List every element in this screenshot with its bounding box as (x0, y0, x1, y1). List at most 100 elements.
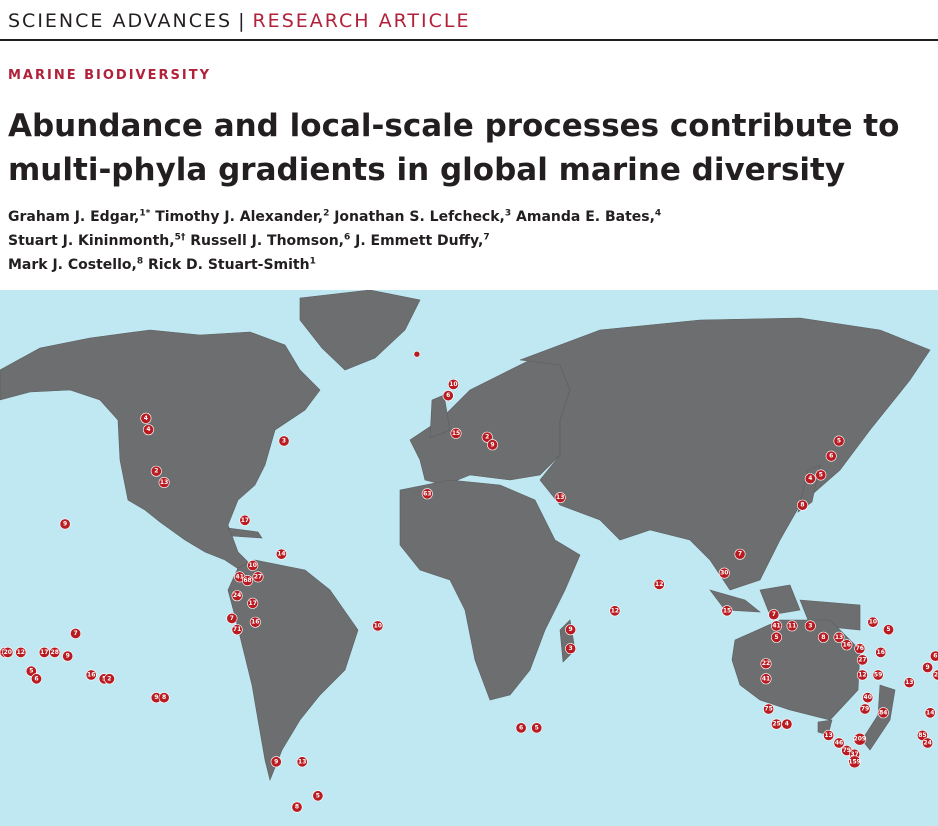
site-marker: 13 (823, 729, 835, 741)
site-marker-dot (770, 620, 782, 632)
africa (399, 479, 581, 701)
site-marker-dot (49, 646, 61, 658)
subject-category: MARINE BIODIVERSITY (8, 68, 211, 83)
site-count-label: 8 (800, 502, 804, 509)
site-count-label: 17 (249, 600, 257, 607)
site-marker-dot (231, 624, 243, 636)
uk (429, 394, 451, 439)
site-marker: 10 (447, 378, 459, 390)
site-marker: 13 (833, 631, 845, 643)
site-marker: 7 (768, 609, 780, 621)
site-count-label: 3 (282, 438, 286, 445)
site-count-label: 27 (254, 573, 262, 580)
site-count-label: 10 (374, 622, 382, 629)
site-marker-dot (862, 692, 874, 704)
site-count-label: 10 (449, 381, 457, 388)
author-name: Russell J. Thomson, (190, 233, 344, 249)
site-marker: 25 (770, 718, 782, 730)
site-count-label: 5 (819, 472, 823, 479)
site-marker-dot (25, 665, 37, 677)
site-marker: 68 (242, 575, 254, 587)
site-marker-dot (854, 643, 866, 655)
site-count-label: 15 (452, 430, 460, 437)
site-count-label: 76 (856, 645, 864, 652)
site-marker-dot (721, 605, 733, 617)
site-count-label: 6 (34, 675, 38, 682)
site-count-label: 2 (107, 675, 111, 682)
site-marker-dot (929, 650, 938, 662)
site-marker: 13 (903, 677, 915, 689)
site-marker: 159 (848, 755, 861, 769)
article-title: Abundance and local-scale processes cont… (8, 108, 900, 188)
site-marker: 9 (486, 439, 498, 451)
site-count-label: 28 (51, 649, 59, 656)
site-marker-dot (70, 627, 82, 639)
site-marker: 5 (833, 435, 845, 447)
site-marker-dot (833, 737, 845, 749)
site-marker-dot (882, 624, 894, 636)
site-count-label: 6 (446, 392, 450, 399)
site-marker: 5 (882, 624, 894, 636)
site-marker-dot (867, 616, 879, 628)
site-marker-dot (242, 575, 254, 587)
site-count-label: 7 (738, 551, 742, 558)
site-marker: 13 (296, 756, 308, 768)
site-count-label: 84 (879, 709, 887, 716)
site-marker-dot (770, 631, 782, 643)
site-marker-dot (30, 673, 42, 685)
site-marker: 63 (421, 488, 433, 500)
site-count-label: 16 (877, 649, 885, 656)
site-marker-dot (804, 620, 816, 632)
author-affiliation: 8 (136, 256, 144, 267)
site-count-label: 13 (835, 634, 843, 641)
site-marker-dot (413, 350, 421, 358)
site-marker-dot (922, 737, 934, 749)
site-marker-dot (653, 578, 665, 590)
world-map-figure: 4 4 2 13 3 10 6 15 2 9 63 13 9 17 14 10 41 68 27 24 17 7 71 16 1… (0, 290, 938, 826)
site-marker: 23 (932, 669, 938, 681)
site-marker: 28 (49, 646, 61, 658)
site-count-label: 17 (241, 517, 249, 524)
site-marker-dot (875, 646, 887, 658)
site-count-label: 9 (154, 694, 158, 701)
north-america (0, 329, 321, 571)
author-name: Mark J. Costello, (8, 257, 137, 273)
site-marker: 20 (2, 646, 14, 658)
site-count-label: 71 (233, 626, 241, 633)
author-affiliation: 6 (343, 232, 351, 243)
author-affiliation: 1 (309, 256, 316, 267)
site-marker-dot (872, 669, 884, 681)
site-marker-dot (2, 646, 14, 658)
site-marker-dot (247, 559, 259, 571)
site-count-label: 3 (569, 645, 573, 652)
world-map: 4421331061529631391714104168272417771161… (0, 290, 938, 813)
land-masses (0, 290, 931, 781)
site-count-label: 9 (63, 521, 67, 528)
site-count-label: 16 (843, 641, 851, 648)
site-count-label: 46 (835, 740, 843, 747)
site-marker: 12 (653, 578, 665, 590)
site-marker-dot (763, 703, 775, 715)
site-marker: 6 (30, 673, 42, 685)
site-marker-dot (768, 609, 780, 621)
site-marker: 27 (252, 571, 264, 583)
site-marker: 12 (15, 646, 27, 658)
site-count-label: 27 (858, 656, 866, 663)
author-affiliation: 3 (504, 208, 512, 219)
site-marker: 2 (481, 431, 493, 443)
site-count-label: 13 (556, 494, 564, 501)
author-name: Rick D. Stuart-Smith (147, 257, 310, 273)
site-marker-dot (239, 514, 251, 526)
site-marker-dot (226, 612, 238, 624)
site-marker-dot (450, 427, 462, 439)
asia (519, 317, 931, 591)
site-marker-dot (103, 673, 115, 685)
site-count-label: 13 (824, 732, 832, 739)
site-marker: 8 (796, 499, 808, 511)
site-marker: 8 (291, 801, 303, 813)
site-count-label: 79 (843, 747, 851, 754)
article-type: RESEARCH ARTICLE (252, 10, 471, 32)
site-count-label: 16 (251, 619, 259, 626)
site-marker: 24 (231, 590, 243, 602)
site-count-label: 5 (837, 438, 841, 445)
